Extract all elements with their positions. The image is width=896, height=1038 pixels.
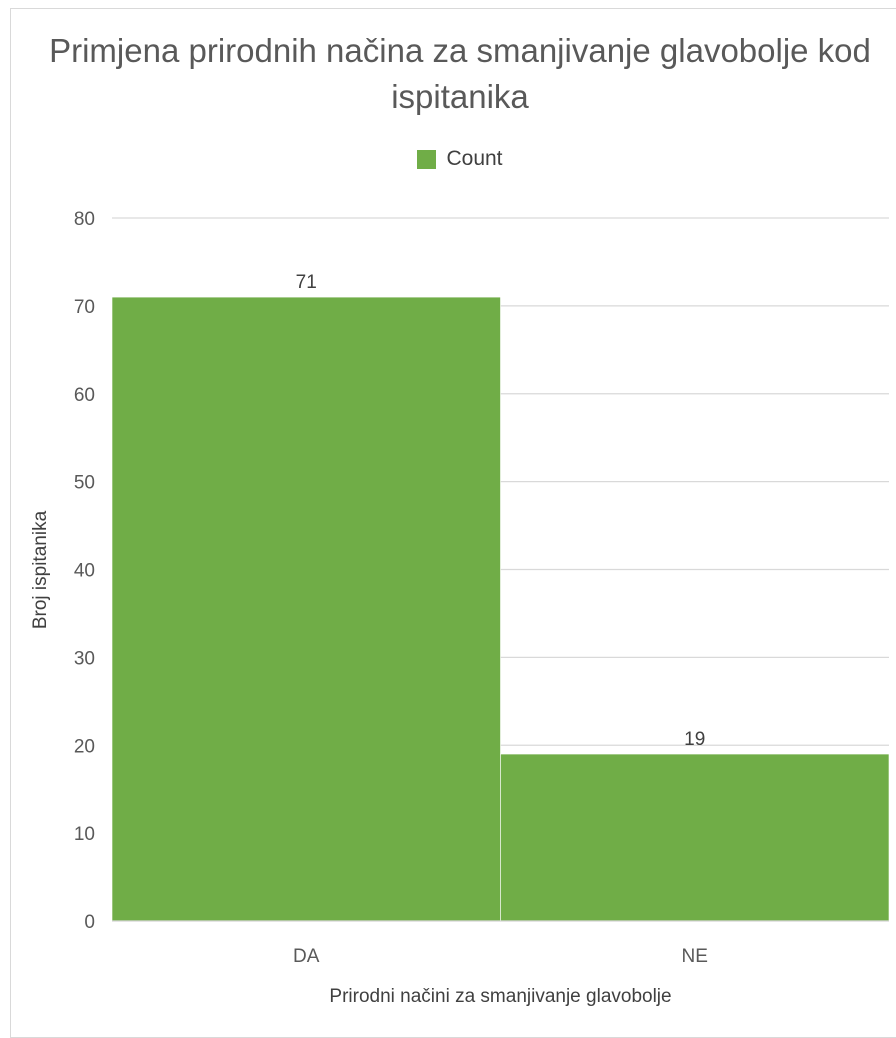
x-axis-title: Prirodni načini za smanjivanje glavobolj… <box>329 986 672 1007</box>
y-tick-label: 30 <box>74 648 95 669</box>
chart-title: Primjena prirodnih načina za smanjivanje… <box>49 32 871 115</box>
x-tick-label: DA <box>293 946 320 967</box>
y-tick-label: 80 <box>74 209 95 230</box>
y-tick-label: 50 <box>74 473 95 494</box>
bar <box>500 753 890 922</box>
data-label: 19 <box>684 729 705 750</box>
y-tick-label: 70 <box>74 297 95 318</box>
y-tick-label: 0 <box>84 912 95 933</box>
y-tick-label: 20 <box>74 736 95 757</box>
y-axis-title: Broj ispitanika <box>30 510 51 630</box>
legend: Count <box>0 147 896 171</box>
legend-label-count: Count <box>446 147 503 170</box>
y-tick-label: 40 <box>74 561 95 582</box>
x-tick-label: NE <box>682 946 708 967</box>
legend-swatch-count <box>417 149 437 169</box>
data-label: 71 <box>296 272 317 293</box>
bar <box>111 296 501 922</box>
y-tick-label: 10 <box>74 824 95 845</box>
y-tick-label: 60 <box>74 385 95 406</box>
